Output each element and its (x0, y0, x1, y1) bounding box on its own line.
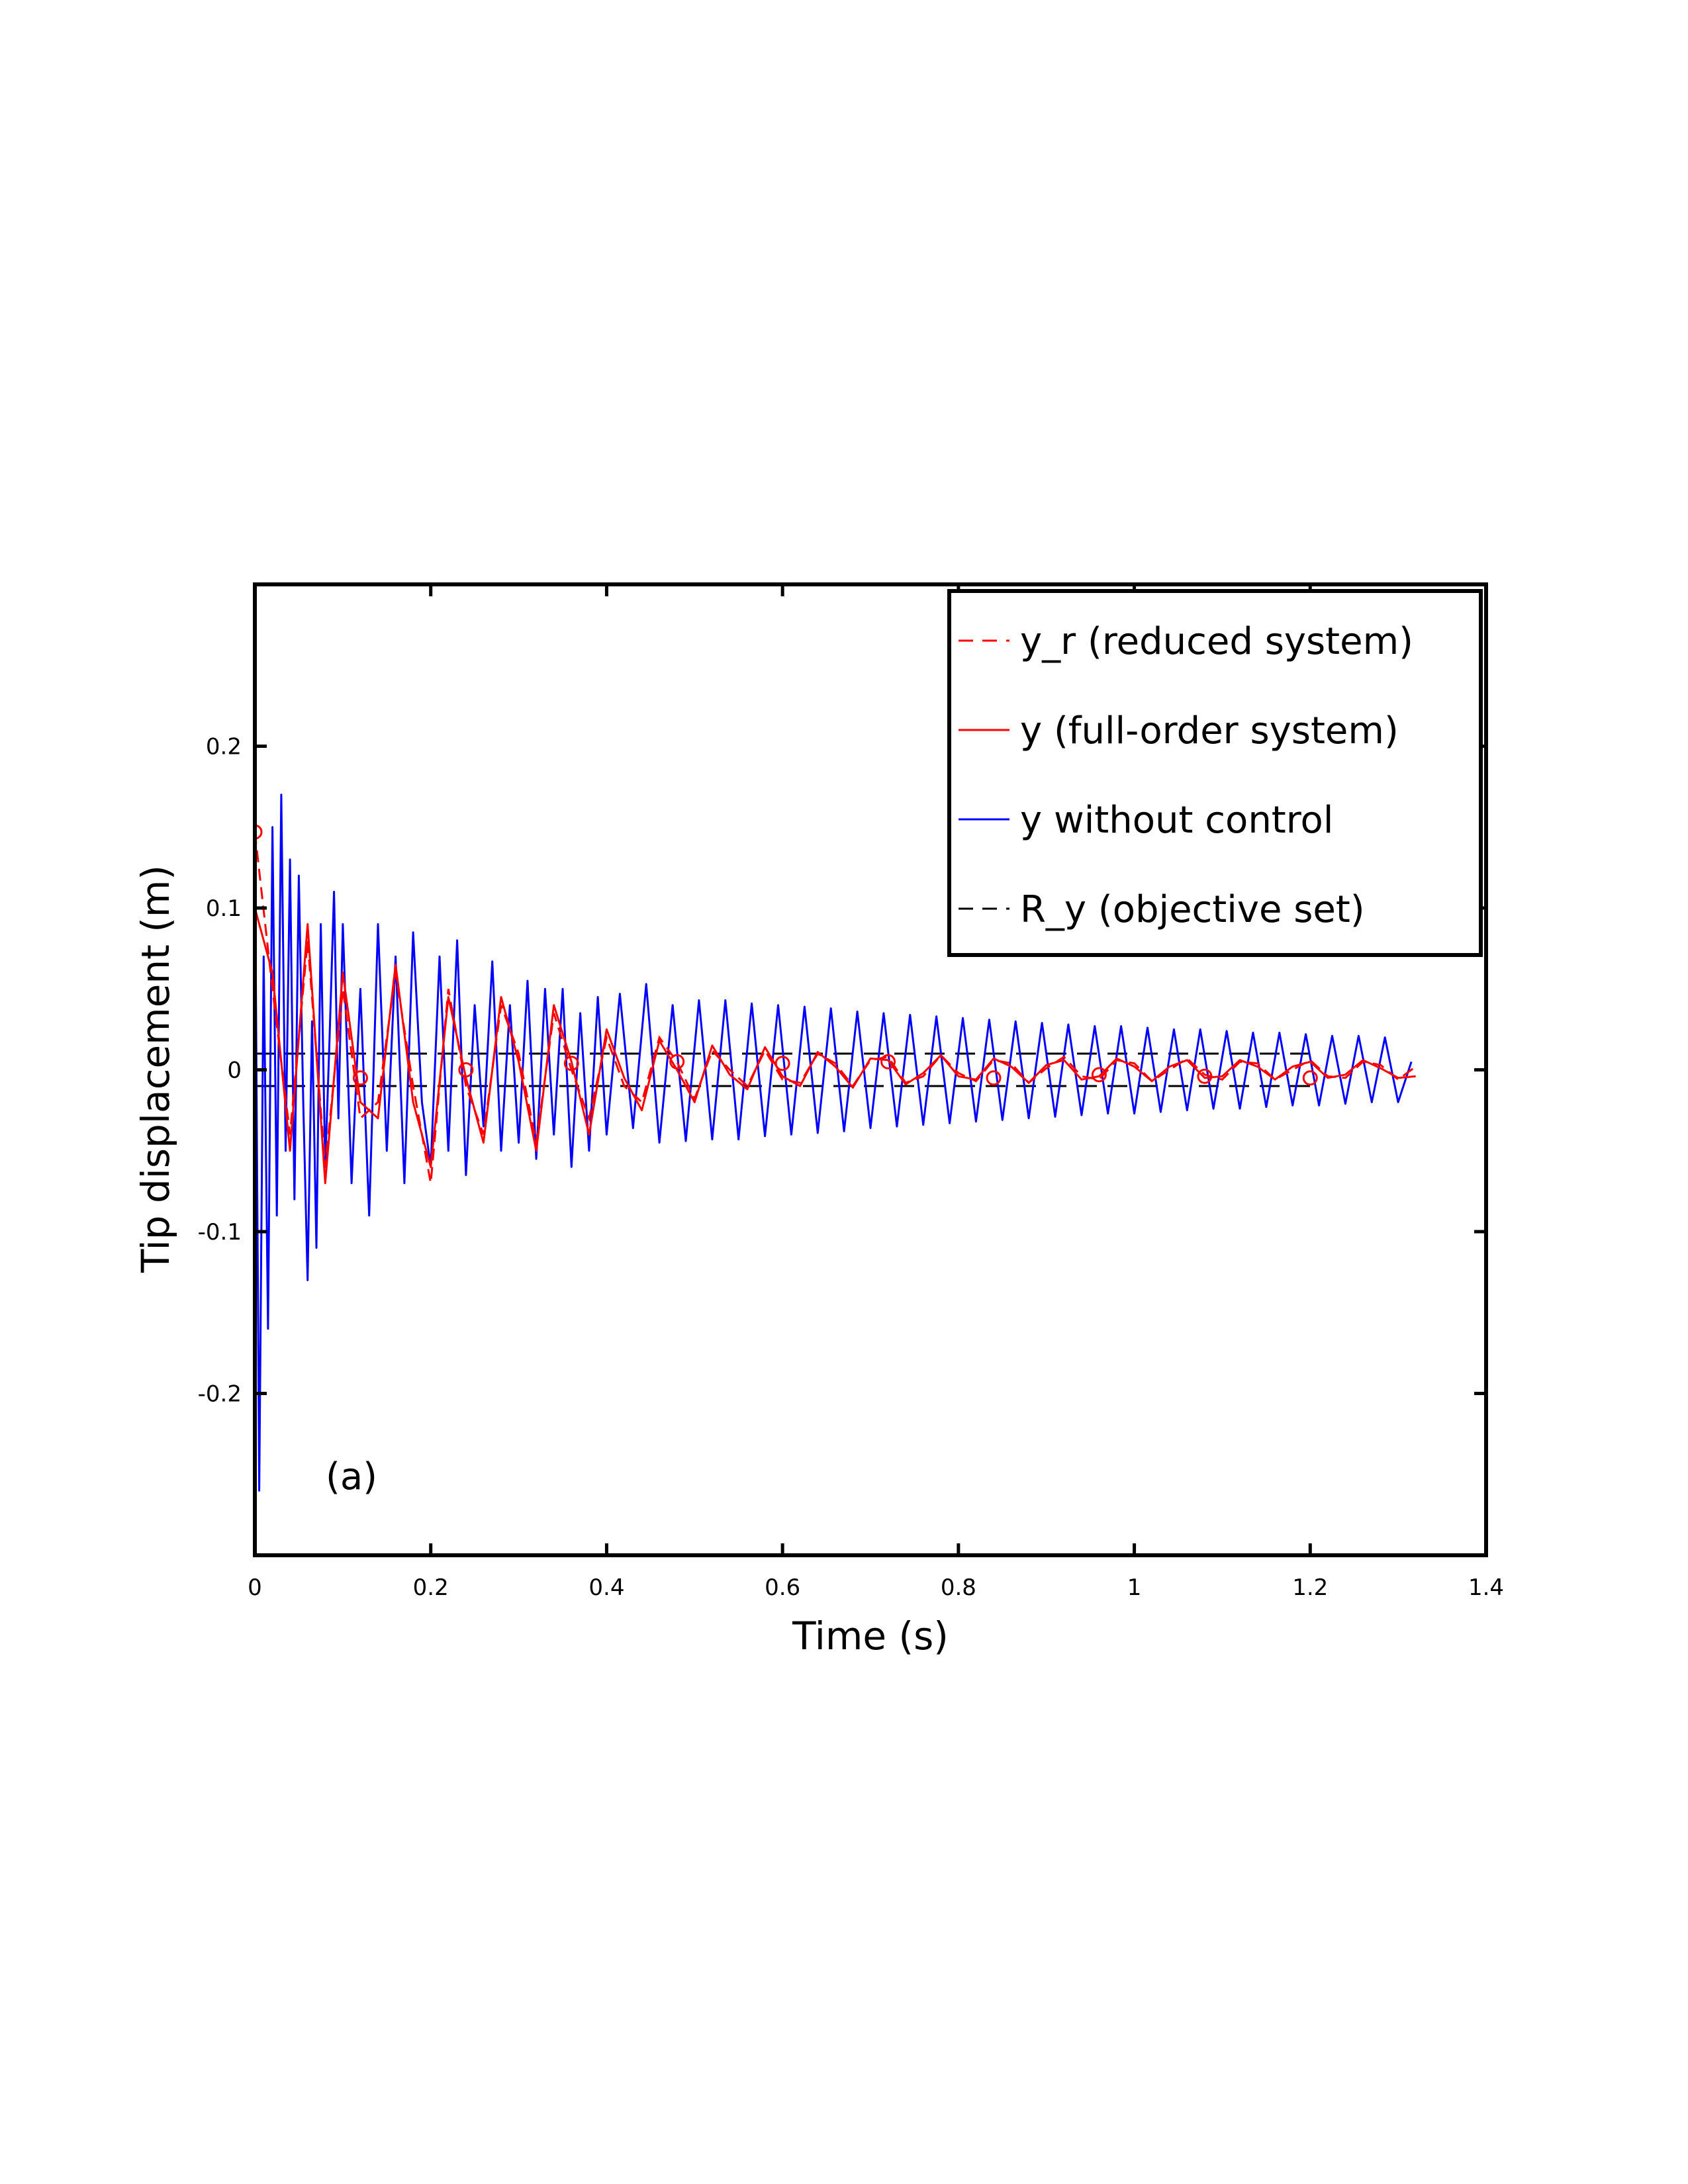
axis-labels: Time (s) Tip displacement (m) (a) (133, 865, 949, 1659)
x-tick-label: 0.4 (588, 1574, 624, 1601)
legend-label-y-nocontrol: y without control (1020, 799, 1333, 842)
y-axis-label: Tip displacement (m) (133, 865, 178, 1273)
y-tick-label: 0 (227, 1058, 242, 1084)
reduced-marker (986, 1070, 1002, 1086)
legend-label-y-full: y (full-order system) (1020, 709, 1399, 752)
reduced-marker (563, 1056, 579, 1071)
series-layer (255, 794, 1417, 1492)
x-tick-label: 0.6 (765, 1574, 800, 1601)
legend-label-ry: R_y (objective set) (1020, 888, 1365, 931)
series-y-reduced (255, 831, 1417, 1183)
y-tick-label: 0.2 (206, 734, 242, 760)
legend-label-yr: y_r (reduced system) (1020, 620, 1413, 663)
panel-annotation: (a) (326, 1455, 377, 1498)
reduced-marker (669, 1054, 685, 1069)
reduced-marker (1091, 1067, 1107, 1083)
x-tick-label: 0.8 (941, 1574, 976, 1601)
plot-area (255, 794, 1417, 1492)
legend: y_r (reduced system) y (full-order syste… (947, 589, 1483, 957)
x-axis-label: Time (s) (792, 1614, 949, 1659)
x-tick-label: 0 (248, 1574, 262, 1601)
reduced-marker (1197, 1068, 1213, 1084)
reduced-marker (774, 1056, 790, 1071)
y-tick-label: -0.1 (198, 1219, 242, 1246)
reduced-marker (458, 1062, 474, 1077)
x-tick-label: 1.2 (1292, 1574, 1328, 1601)
reduced-marker (1302, 1070, 1318, 1086)
y-tick-label: 0.1 (206, 895, 242, 922)
legend-box (947, 589, 1483, 957)
x-tick-label: 1 (1127, 1574, 1142, 1601)
series-y-full-order (255, 907, 1416, 1185)
axes: 0 0.2 0.4 0.6 0.8 1 1.2 1.4 -0.2 -0.1 0 0.1 0.2 (198, 582, 1504, 1601)
reduced-marker (352, 1070, 368, 1086)
reduced-marker (255, 824, 263, 840)
x-tick-label: 0.2 (413, 1574, 449, 1601)
y-tick-label: -0.2 (198, 1381, 242, 1408)
reduced-marker (880, 1054, 896, 1069)
x-tick-label: 1.4 (1468, 1574, 1504, 1601)
